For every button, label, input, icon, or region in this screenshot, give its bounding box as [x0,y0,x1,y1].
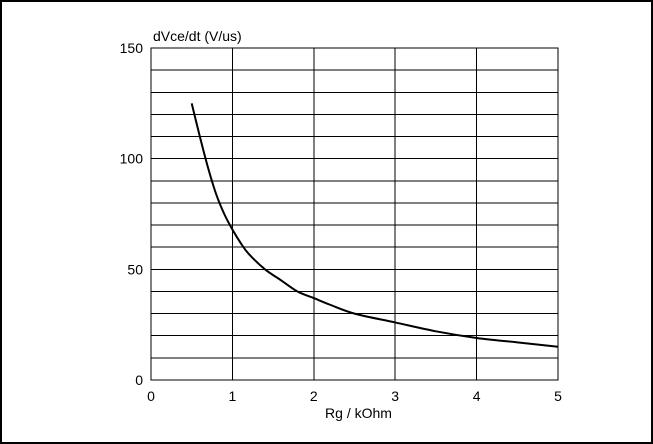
y-tick-label: 100 [120,151,144,167]
series-line [190,103,559,348]
x-tick-label: 0 [147,388,155,404]
y-tick-label: 0 [135,372,143,388]
grid [150,47,559,381]
y-axis-label: dVce/dt (V/us) [153,28,242,44]
x-tick-label: 1 [229,388,237,404]
plot-area [150,47,559,381]
x-tick-label: 5 [554,388,562,404]
y-tick-label: 50 [127,261,143,277]
x-tick-label: 3 [391,388,399,404]
x-tick-label: 4 [473,388,481,404]
x-tick-label: 2 [310,388,318,404]
y-tick-label: 150 [120,40,144,56]
x-axis-label: Rg / kOhm [325,405,392,421]
